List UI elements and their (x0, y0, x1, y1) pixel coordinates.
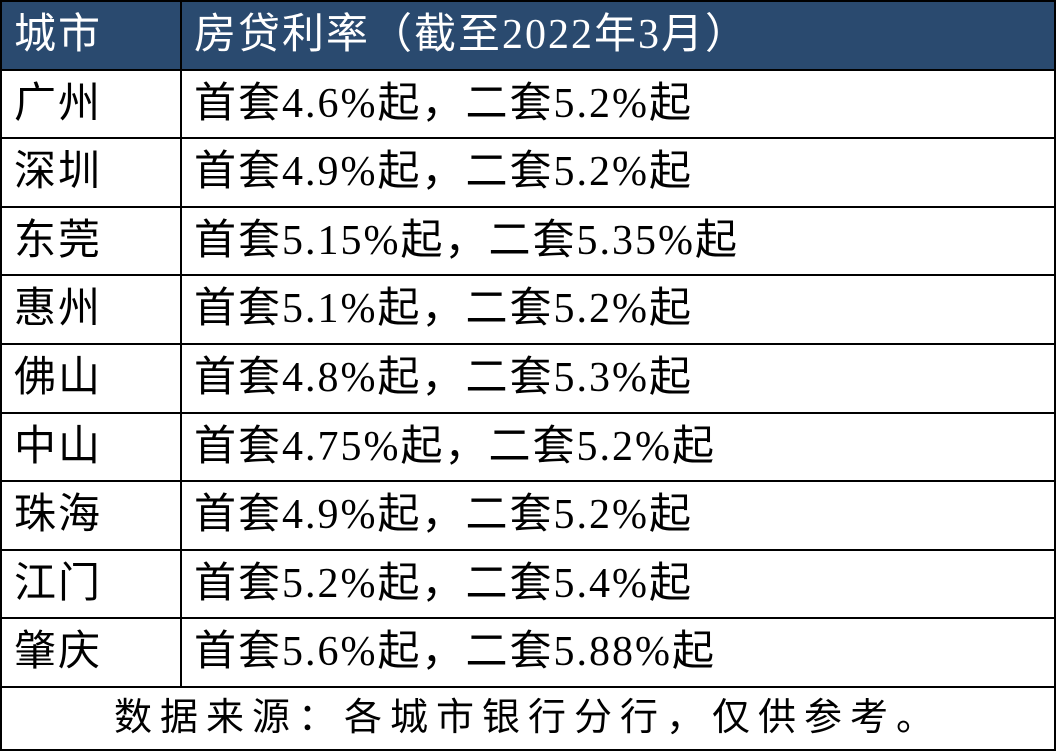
cell-city: 江门 (1, 550, 181, 619)
cell-rate: 首套4.75%起，二套5.2%起 (181, 413, 1055, 482)
cell-city: 惠州 (1, 275, 181, 344)
header-rate: 房贷利率（截至2022年3月） (181, 1, 1055, 70)
table-row: 惠州 首套5.1%起，二套5.2%起 (1, 275, 1055, 344)
cell-city: 佛山 (1, 344, 181, 413)
cell-rate: 首套4.8%起，二套5.3%起 (181, 344, 1055, 413)
mortgage-rate-table: 城市 房贷利率（截至2022年3月） 广州 首套4.6%起，二套5.2%起 深圳… (0, 0, 1056, 751)
header-city: 城市 (1, 1, 181, 70)
cell-rate: 首套5.2%起，二套5.4%起 (181, 550, 1055, 619)
table-row: 江门 首套5.2%起，二套5.4%起 (1, 550, 1055, 619)
cell-city: 深圳 (1, 138, 181, 207)
table-row: 珠海 首套4.9%起，二套5.2%起 (1, 481, 1055, 550)
cell-city: 广州 (1, 70, 181, 139)
mortgage-rate-table-container: 城市 房贷利率（截至2022年3月） 广州 首套4.6%起，二套5.2%起 深圳… (0, 0, 1056, 706)
cell-rate: 首套4.9%起，二套5.2%起 (181, 481, 1055, 550)
table-header-row: 城市 房贷利率（截至2022年3月） (1, 1, 1055, 70)
table-row: 中山 首套4.75%起，二套5.2%起 (1, 413, 1055, 482)
cell-city: 中山 (1, 413, 181, 482)
table-row: 深圳 首套4.9%起，二套5.2%起 (1, 138, 1055, 207)
table-row: 肇庆 首套5.6%起，二套5.88%起 (1, 618, 1055, 687)
table-row: 佛山 首套4.8%起，二套5.3%起 (1, 344, 1055, 413)
cell-city: 东莞 (1, 207, 181, 276)
table-footer-row: 数据来源：各城市银行分行，仅供参考。 (1, 687, 1055, 750)
table-row: 广州 首套4.6%起，二套5.2%起 (1, 70, 1055, 139)
cell-rate: 首套5.6%起，二套5.88%起 (181, 618, 1055, 687)
cell-rate: 首套4.6%起，二套5.2%起 (181, 70, 1055, 139)
table-row: 东莞 首套5.15%起，二套5.35%起 (1, 207, 1055, 276)
footer-text: 数据来源：各城市银行分行，仅供参考。 (1, 687, 1055, 750)
cell-city: 肇庆 (1, 618, 181, 687)
cell-rate: 首套4.9%起，二套5.2%起 (181, 138, 1055, 207)
table-body: 广州 首套4.6%起，二套5.2%起 深圳 首套4.9%起，二套5.2%起 东莞… (1, 70, 1055, 751)
cell-city: 珠海 (1, 481, 181, 550)
cell-rate: 首套5.15%起，二套5.35%起 (181, 207, 1055, 276)
cell-rate: 首套5.1%起，二套5.2%起 (181, 275, 1055, 344)
